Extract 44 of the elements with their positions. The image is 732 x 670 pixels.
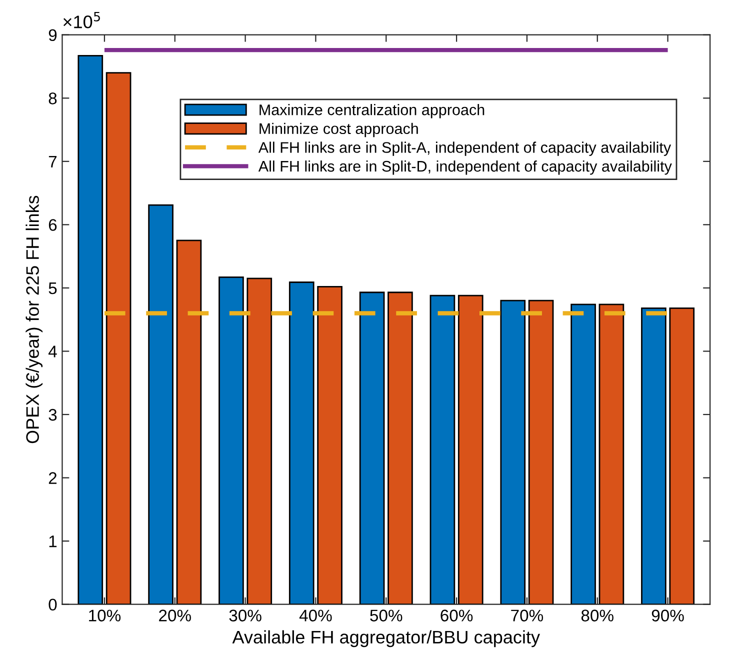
bar [528,300,554,604]
y-tick-label: 5 [48,282,57,294]
y-tick-label: 1 [49,536,57,548]
bar [430,294,456,604]
y-axis-title: OPEX (€/year) for 225 FH links [26,196,43,444]
bar [106,72,132,604]
x-tick-label: 60% [440,610,473,622]
y-tick-label: 7 [48,156,57,168]
x-tick-label: 20% [159,610,191,622]
x-tick-label: 90% [652,610,684,622]
y-tick-label: 0 [48,598,57,611]
legend-label: All FH links are in Split-D, independent of capacity availability [258,160,672,175]
x-tick-label: 30% [229,610,262,622]
legend-label: Minimize cost approach [260,122,418,138]
y-tick-label: 4 [48,346,57,358]
bar [570,304,596,604]
y-tick-label: 2 [48,472,57,484]
legend-label: Maximize centralization approach [260,104,484,118]
bar [598,304,624,604]
y-tick-label: 8 [48,92,57,104]
bar [78,55,104,604]
bar [218,276,244,604]
x-tick-label: 50% [370,610,402,622]
bar [246,278,272,604]
bar [388,292,413,604]
bar [148,204,174,604]
x-axis-title: Available FH aggregator/BBU capacity [232,630,540,648]
x-tick-label: 10% [89,610,121,622]
bar [359,292,385,604]
text: ×10$^{5}$ [63,12,100,28]
y-tick-label: 6 [48,219,57,231]
bar [317,286,342,604]
x-tick-label: 80% [581,610,614,622]
bar [641,308,666,604]
x-tick-label: 40% [299,610,332,622]
bar [669,308,695,604]
legend-label: All FH links are in Split-A, independent of capacity availability [258,142,672,156]
bar [500,300,526,604]
x-tick-label: 70% [511,610,544,622]
y-tick-label: 3 [48,408,57,421]
bar [458,294,484,604]
y-tick-label: 9 [48,29,57,42]
bar [288,282,314,604]
bar [176,240,202,604]
